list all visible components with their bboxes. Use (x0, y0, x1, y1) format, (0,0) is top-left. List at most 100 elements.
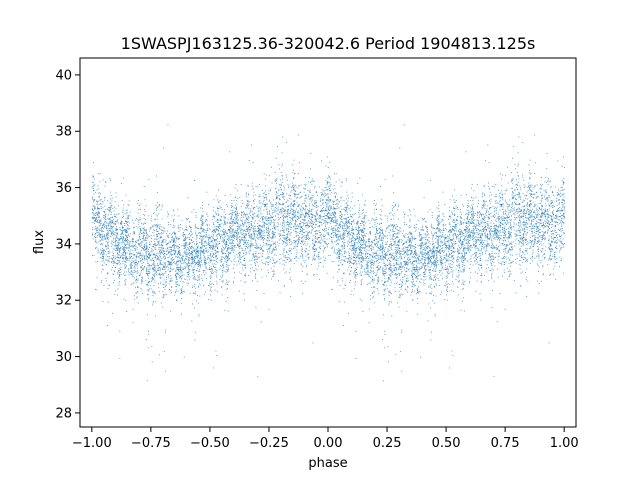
data-point (449, 237, 451, 239)
data-point (248, 160, 250, 161)
data-point (100, 257, 102, 259)
data-point (160, 274, 162, 276)
data-point (359, 241, 361, 243)
data-point (287, 213, 289, 215)
data-point (564, 207, 565, 209)
data-point (494, 196, 496, 197)
data-point (225, 300, 227, 302)
data-point (149, 288, 150, 290)
data-point (238, 243, 239, 245)
data-point (293, 229, 295, 231)
data-point (94, 208, 95, 210)
data-point (346, 202, 348, 204)
data-point (391, 315, 393, 317)
data-point (504, 218, 506, 220)
data-point (189, 260, 191, 261)
data-point (564, 232, 565, 234)
data-point (184, 237, 186, 239)
data-point (444, 242, 446, 244)
data-point (141, 241, 143, 243)
data-point (360, 271, 361, 273)
data-point (348, 262, 350, 264)
data-point (266, 240, 268, 242)
data-point (529, 178, 530, 180)
data-point (328, 243, 329, 244)
data-point (119, 281, 120, 283)
data-point (320, 210, 322, 212)
data-point (314, 236, 316, 238)
data-point (559, 216, 560, 217)
data-point (553, 209, 554, 211)
data-point (373, 286, 375, 288)
data-point (102, 243, 103, 245)
data-point (395, 270, 397, 272)
data-point (487, 238, 489, 240)
data-point (228, 258, 230, 260)
data-point (361, 228, 363, 230)
data-point (562, 184, 564, 186)
data-point (489, 200, 490, 201)
data-point (490, 216, 492, 218)
data-point (135, 242, 137, 244)
data-point (149, 269, 151, 270)
data-point (519, 214, 521, 216)
data-point (308, 220, 309, 222)
data-point (209, 260, 211, 261)
data-point (164, 263, 166, 265)
data-point (395, 247, 397, 248)
data-point (389, 261, 391, 263)
data-point (325, 195, 327, 196)
data-point (218, 233, 220, 235)
data-point (265, 220, 267, 222)
data-point (413, 254, 415, 256)
data-point (159, 226, 161, 228)
data-point (102, 257, 104, 259)
data-point (178, 250, 180, 252)
data-point (136, 251, 138, 253)
data-point (198, 251, 200, 253)
data-point (534, 205, 535, 207)
data-point (544, 235, 546, 237)
data-point (403, 265, 405, 267)
data-point (174, 263, 176, 265)
data-point (179, 229, 181, 231)
data-point (213, 272, 214, 274)
data-point (296, 221, 298, 222)
data-point (437, 230, 439, 232)
data-point (365, 241, 367, 243)
data-point (339, 214, 341, 216)
data-point (252, 213, 254, 215)
data-point (363, 239, 365, 240)
data-point (268, 230, 270, 232)
data-point (222, 265, 224, 267)
data-point (162, 284, 164, 286)
data-point (315, 220, 317, 222)
data-point (236, 215, 238, 217)
data-point (559, 215, 561, 217)
data-point (372, 251, 374, 253)
data-point (261, 259, 263, 261)
data-point (557, 215, 559, 217)
data-point (123, 229, 125, 231)
data-point (225, 258, 227, 260)
data-point (560, 192, 561, 194)
data-point (436, 218, 437, 220)
data-point (255, 247, 257, 249)
data-point (456, 260, 457, 262)
data-point (223, 220, 225, 222)
data-point (158, 259, 160, 261)
data-point (279, 233, 281, 235)
data-point (163, 283, 164, 285)
data-point (504, 200, 506, 202)
data-point (425, 252, 427, 253)
data-point (356, 246, 358, 248)
data-point (422, 254, 424, 256)
data-point (388, 254, 390, 256)
data-point (273, 226, 274, 228)
data-point (200, 258, 202, 259)
data-point (259, 231, 260, 233)
data-point (99, 234, 101, 236)
data-point (163, 250, 165, 252)
data-point (312, 220, 314, 222)
data-point (128, 214, 130, 216)
